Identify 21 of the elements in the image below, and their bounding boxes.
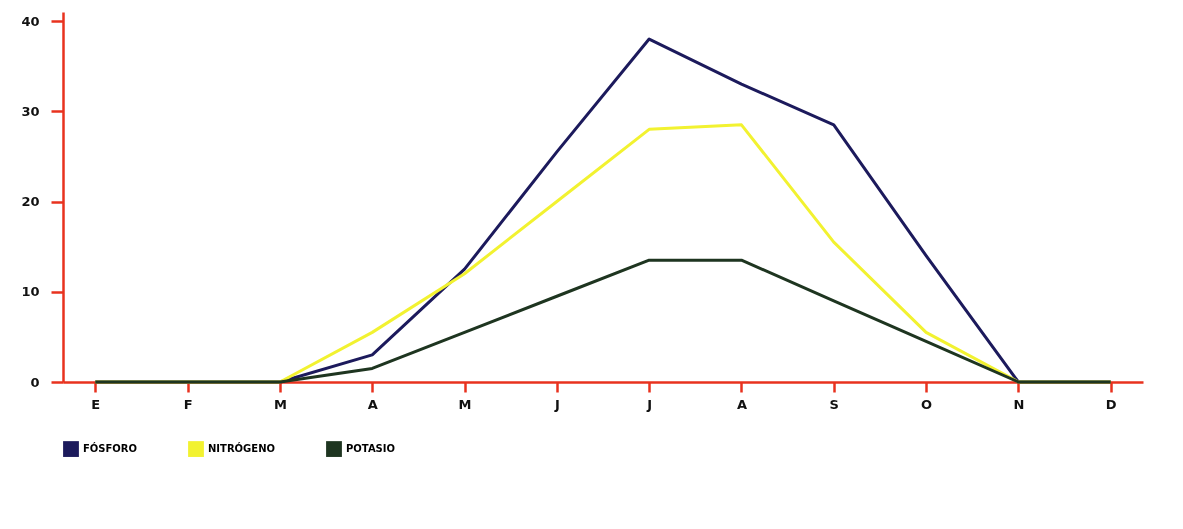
x-tick-label: J bbox=[553, 396, 560, 412]
legend-label: FÓSFORO bbox=[83, 442, 138, 455]
y-tick-label: 40 bbox=[21, 13, 40, 29]
x-tick-label: M bbox=[458, 396, 472, 412]
y-tick-label: 0 bbox=[30, 374, 40, 390]
x-tick-label: A bbox=[736, 396, 747, 412]
legend-label: NITRÓGENO bbox=[208, 442, 276, 455]
legend-label: POTASIO bbox=[346, 443, 396, 455]
x-tick-label: N bbox=[1013, 396, 1025, 412]
line-series bbox=[93, 258, 1113, 384]
x-tick-label: J bbox=[646, 396, 653, 412]
y-tick-label: 20 bbox=[21, 194, 40, 210]
x-tick-label: F bbox=[183, 396, 193, 412]
x-tick-label: O bbox=[921, 396, 933, 412]
y-tick-label: 10 bbox=[21, 284, 40, 300]
x-tick-label: M bbox=[273, 396, 287, 412]
y-tick-label: 30 bbox=[21, 103, 40, 119]
x-tick-label: S bbox=[829, 396, 839, 412]
x-tick-label: A bbox=[367, 396, 378, 412]
x-tick-label: D bbox=[1105, 396, 1117, 412]
x-tick-label: E bbox=[91, 396, 101, 412]
